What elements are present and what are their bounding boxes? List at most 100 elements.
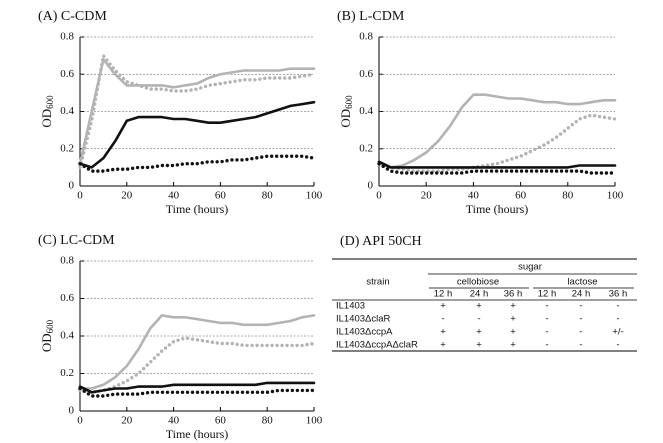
x-tick-label: 0: [77, 415, 83, 427]
x-tick-label: 40: [468, 190, 480, 202]
y-tick-label: 0.4: [60, 105, 74, 117]
x-tick-label: 40: [168, 190, 180, 202]
table-cell: -: [579, 314, 582, 325]
y-tick-label: 0.8: [359, 31, 373, 43]
table-cell: +: [510, 327, 516, 338]
series-line: [377, 160, 617, 169]
y-axis-label-sub: 600: [344, 95, 354, 109]
strain-name: IL1403ΔccpAΔclaR: [336, 340, 418, 351]
table-cell: +: [440, 327, 446, 338]
y-axis-label: OD600: [39, 95, 55, 128]
x-tick-label: 60: [215, 415, 227, 427]
y-tick-label: 0.6: [359, 68, 373, 80]
strain-name: IL1403ΔccpA: [336, 327, 393, 338]
x-tick-label: 100: [306, 415, 323, 427]
y-axis-label-main: OD: [39, 333, 54, 352]
series-line: [78, 53, 316, 170]
y-axis-label: OD600: [39, 319, 55, 352]
table-cell: -: [616, 314, 619, 325]
table-cell: +/-: [612, 327, 623, 338]
table-cell: -: [545, 340, 548, 351]
x-tick-label: 20: [121, 415, 133, 427]
time-header: 12 h: [538, 289, 557, 300]
x-axis-label: Time (hours): [166, 427, 229, 441]
time-header: 36 h: [504, 289, 523, 300]
chart-title: (C) LC-CDM: [38, 233, 115, 248]
table-cell: +: [440, 301, 446, 312]
x-tick-label: 0: [77, 190, 83, 202]
table-cell: -: [616, 340, 619, 351]
series-line: [78, 154, 316, 173]
y-tick-label: 0: [368, 180, 374, 192]
x-axis-label: Time (hours): [166, 202, 229, 216]
sugar-header: lactose: [567, 277, 597, 288]
x-tick-label: 100: [306, 190, 323, 202]
y-axis-label-main: OD: [338, 109, 353, 128]
chart-title: (A) C-CDM: [38, 9, 107, 24]
y-tick-label: 0: [69, 180, 75, 192]
series-line: [78, 336, 316, 394]
time-header: 12 h: [434, 289, 453, 300]
y-axis-label-sub: 600: [45, 319, 55, 333]
table-cell: +: [476, 340, 482, 351]
x-tick-label: 0: [376, 190, 382, 202]
y-tick-label: 0.6: [60, 292, 74, 304]
y-tick-label: 0: [69, 405, 75, 417]
group-header: sugar: [518, 262, 542, 273]
table-cell: -: [616, 301, 619, 312]
table-cell: +: [510, 314, 516, 325]
series-line: [377, 93, 617, 169]
x-tick-label: 80: [562, 190, 574, 202]
time-header: 36 h: [609, 289, 628, 300]
y-tick-label: 0.2: [359, 142, 373, 154]
table-cell: -: [545, 301, 548, 312]
x-tick-label: 100: [607, 190, 624, 202]
y-axis-label-main: OD: [39, 109, 54, 128]
x-tick-label: 80: [262, 190, 274, 202]
y-tick-label: 0.8: [60, 31, 74, 43]
table-cell: -: [545, 327, 548, 338]
strain-name: IL1403: [336, 301, 365, 312]
x-tick-label: 80: [262, 415, 274, 427]
table-cell: -: [579, 340, 582, 351]
sugar-header: cellobiose: [457, 277, 499, 288]
x-tick-label: 60: [215, 190, 227, 202]
y-tick-label: 0.6: [60, 68, 74, 80]
y-tick-label: 0.4: [359, 105, 373, 117]
series-line: [78, 100, 316, 169]
y-tick-label: 0.4: [60, 330, 74, 342]
table-cell: -: [441, 314, 444, 325]
y-tick-label: 0.8: [60, 255, 74, 267]
table-cell: +: [476, 327, 482, 338]
series-line: [78, 314, 316, 390]
table-cell: -: [545, 314, 548, 325]
table-cell: -: [579, 327, 582, 338]
series-line: [377, 113, 617, 173]
series-line: [78, 58, 316, 165]
table-title: (D) API 50CH: [340, 234, 422, 249]
chart-title: (B) L-CDM: [337, 9, 405, 24]
x-axis-label: Time (hours): [466, 202, 529, 216]
time-header: 24 h: [470, 289, 489, 300]
series-line: [377, 162, 617, 175]
x-tick-label: 20: [121, 190, 133, 202]
table-cell: -: [477, 314, 480, 325]
table-cell: +: [510, 301, 516, 312]
table-cell: -: [579, 301, 582, 312]
series-line: [78, 386, 316, 398]
y-tick-label: 0.2: [60, 367, 74, 379]
y-axis-label: OD600: [338, 95, 354, 128]
strain-name: IL1403ΔclaR: [336, 314, 391, 325]
table-cell: +: [476, 301, 482, 312]
y-axis-label-sub: 600: [45, 95, 55, 109]
y-tick-label: 0.2: [60, 142, 74, 154]
table-cell: +: [510, 340, 516, 351]
table-cell: +: [440, 340, 446, 351]
x-tick-label: 40: [168, 415, 180, 427]
strain-header: strain: [366, 277, 389, 288]
series-line: [78, 381, 316, 394]
x-tick-label: 60: [515, 190, 527, 202]
x-tick-label: 20: [421, 190, 433, 202]
time-header: 24 h: [572, 289, 591, 300]
